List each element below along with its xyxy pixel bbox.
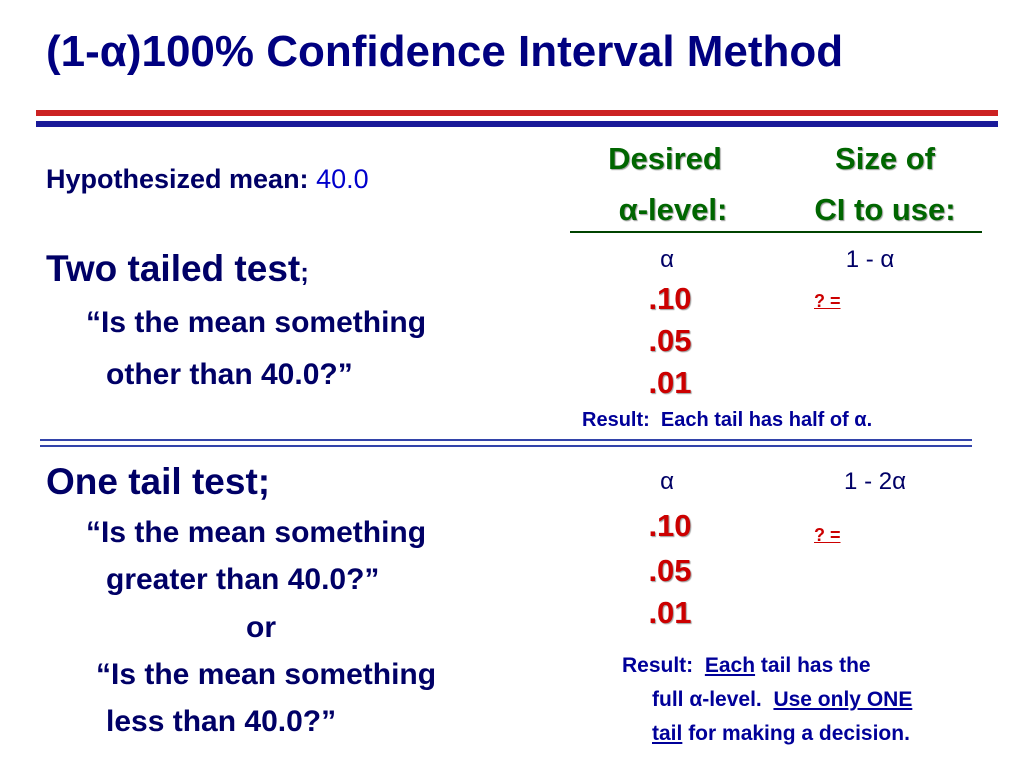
level: .01 [648,595,692,630]
question: greater than 40.0?” [106,563,380,596]
question: “Is the mean something [86,306,427,339]
column-header: CI to use: [814,192,956,227]
level: .10 [648,281,692,316]
question: other than 40.0?” [106,358,353,391]
section-heading: One tail test; [46,461,271,502]
question: less than 40.0?” [106,705,337,738]
hypothesis-value: 40.0 [316,164,369,194]
column-header: Desired [608,141,722,176]
level: .10 [648,508,692,543]
result-text: for making a decision. [688,722,910,745]
heading-punct: ; [300,257,309,287]
rule-red [36,110,998,116]
formula: 1 - 2α [844,468,906,495]
formula: 1 - α [845,246,895,273]
result: Result: Each tail has half of α. [582,409,873,431]
alpha: α [660,468,674,495]
hypothesis: Hypothesized mean: 40.0 [46,166,369,193]
result-emphasis: Use only ONE [773,688,913,711]
hypothesis-label: Hypothesized mean: [46,164,309,194]
result-text: tail has the [760,654,871,677]
result-emphasis: Each [704,654,756,677]
result-text: Result: [622,654,694,677]
result-line: tail for making a decision. [652,723,910,744]
heading-text: Two tailed test [46,248,301,289]
result-line: full α-level. Use only ONE [652,689,912,710]
level: .05 [648,553,692,588]
header-rule [570,231,982,233]
column-header: α-level: [618,192,728,227]
divider [40,439,972,441]
result-text: full α-level. [652,688,762,711]
question: “Is the mean something [86,516,427,549]
level: .05 [648,323,692,358]
rule-blue [36,121,998,127]
divider [40,445,972,447]
column-header: Size of [835,141,935,176]
result-line: Result: Each tail has the [622,655,871,676]
answer: ? = [814,525,841,545]
level: .01 [648,365,692,400]
alpha: α [660,246,674,273]
answer: ? = [814,291,841,311]
title: (1-α)100% Confidence Interval Method [46,27,844,76]
question: “Is the mean something [96,658,437,691]
question: or [246,611,276,644]
section-heading: Two tailed test; [46,250,309,287]
result-emphasis: tail [652,722,683,745]
